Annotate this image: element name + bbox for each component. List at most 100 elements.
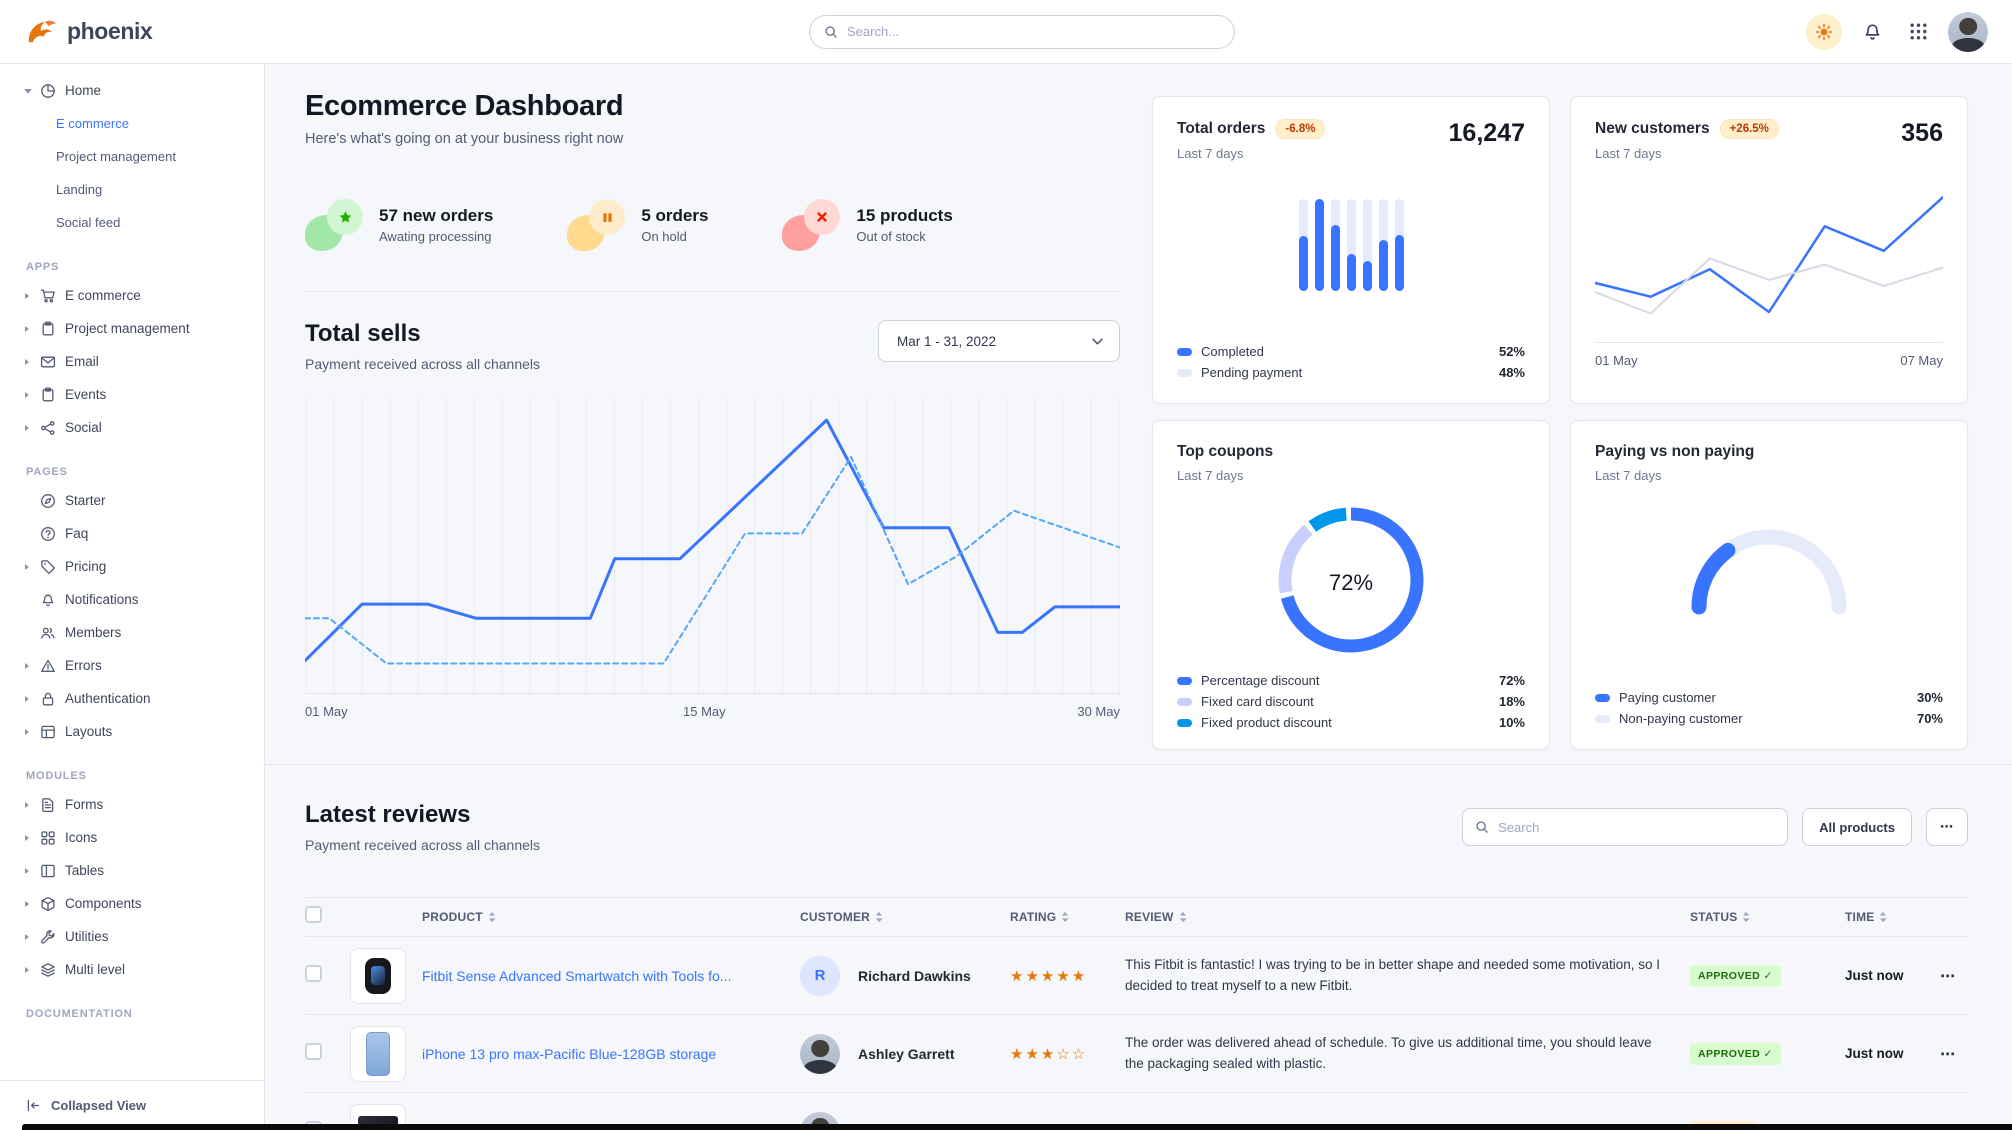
question-circle-icon [40,526,56,542]
sidebar-item-layouts[interactable]: Layouts [0,715,264,748]
stat-caption: Awating processing [379,229,492,244]
reviews-search[interactable] [1462,808,1789,846]
reviews-subtitle: Payment received across all channels [305,837,541,853]
sidebar-item-authentication[interactable]: Authentication [0,682,264,715]
sidebar-nav: Home E commerce Project management Landing S… [0,64,264,1080]
sidebar-item-social[interactable]: Social [0,411,264,444]
sidebar-item-starter[interactable]: Starter [0,484,264,517]
card-period: Last 7 days [1595,468,1662,483]
sidebar-item-forms[interactable]: Forms [0,788,264,821]
row-actions-button[interactable]: ⋯ [1940,967,1956,985]
chevron-right-icon [24,563,37,571]
taskbar-sliver [22,1124,2012,1130]
wrench-icon [40,929,56,945]
legend-item: Percentage discount 72% [1177,670,1525,691]
column-header-time[interactable]: TIME [1845,910,1940,924]
table-row: iPhone 13 pro max-Pacific Blue-128GB sto… [305,1015,1968,1093]
review-text: This Fitbit is fantastic! I was trying t… [1125,956,1661,993]
sidebar-item-e-commerce[interactable]: E commerce [56,116,129,131]
warning-icon [40,658,56,674]
product-image [350,1025,406,1082]
reviews-table: PRODUCT CUSTOMER RATING REVIEW STATUS TIME Fit… [305,897,1968,1130]
user-avatar[interactable] [1948,11,1988,52]
columns-icon [40,863,56,879]
chevron-right-icon [24,292,37,300]
column-header-review[interactable]: REVIEW [1125,910,1690,924]
sidebar-item-members[interactable]: Members [0,616,264,649]
sidebar-item-multi-level[interactable]: Multi level [0,953,264,986]
status-badge: APPROVED ✓ [1690,964,1781,987]
column-header-rating[interactable]: RATING [1010,910,1125,924]
more-actions-button[interactable]: ⋯ [1926,808,1968,846]
reviews-title: Latest reviews [305,801,471,828]
date-range-select[interactable]: Mar 1 - 31, 2022 [878,320,1120,362]
all-products-button[interactable]: All products [1802,808,1912,846]
chevron-right-icon [24,867,37,875]
sidebar-item-components[interactable]: Components [0,887,264,920]
search-icon [824,25,838,39]
row-actions-button[interactable]: ⋯ [1940,1045,1956,1063]
chevron-right-icon [24,728,37,736]
sidebar-item-faq[interactable]: Faq [0,517,264,550]
order-bar [1346,199,1356,291]
donut-center-label: 72% [1328,569,1374,595]
share-icon [40,420,56,436]
sidebar-item-notifications[interactable]: Notifications [0,583,264,616]
sidebar-item-landing[interactable]: Landing [56,182,103,197]
global-search[interactable] [809,14,1235,49]
phoenix-logo-icon [28,20,56,42]
sidebar-collapse-toggle[interactable]: Collapsed View [0,1080,264,1130]
sidebar-item-email[interactable]: Email [0,345,264,378]
sidebar-item-errors[interactable]: Errors [0,649,264,682]
legend-label: Paying customer [1619,690,1716,705]
review-time: Just now [1845,968,1904,983]
section-divider [265,764,2012,765]
sort-icon [876,911,883,923]
sidebar-item-home[interactable]: Home [0,74,264,107]
product-link[interactable]: iPhone 13 pro max-Pacific Blue-128GB sto… [422,1045,717,1062]
table-row: Fitbit Sense Advanced Smartwatch with To… [305,937,1968,1015]
column-header-customer[interactable]: CUSTOMER [800,910,1010,924]
legend-swatch [1595,714,1610,723]
apps-grid-button[interactable] [1902,16,1934,48]
theme-toggle-button[interactable] [1806,13,1842,50]
grid-9-icon [1908,21,1929,42]
stat-icon [305,199,363,251]
sidebar-item-utilities[interactable]: Utilities [0,920,264,953]
latest-reviews-section: Latest reviews Payment received across a… [305,765,1968,1130]
sidebar-item-e-commerce[interactable]: E commerce [0,279,264,312]
stat-out-of-stock: 15 products Out of stock [782,199,953,251]
sort-icon [1743,911,1751,923]
page-subtitle: Here's what's going on at your business … [305,131,624,147]
sidebar-item-project-management[interactable]: Project management [56,149,176,164]
column-header-product[interactable]: PRODUCT [422,910,800,924]
global-search-input[interactable] [847,24,1220,39]
stat-icon [782,199,841,251]
card-title: New customers [1595,120,1710,137]
notifications-button[interactable] [1856,16,1888,48]
sort-icon [1880,911,1888,923]
sidebar-item-tables[interactable]: Tables [0,854,264,887]
sidebar-item-social-feed[interactable]: Social feed [56,215,121,230]
legend-value: 30% [1916,690,1943,705]
stat-headline: 15 products [856,206,953,225]
column-header-status[interactable]: STATUS [1690,910,1845,924]
sidebar-item-events[interactable]: Events [0,378,264,411]
sidebar-item-pricing[interactable]: Pricing [0,550,264,583]
stats-row: 57 new orders Awating processing 5 orders O… [305,199,1120,292]
legend-item: Paying customer 30% [1595,687,1943,708]
reviews-search-input[interactable] [1498,819,1776,835]
brand[interactable]: phoenix [26,18,153,46]
row-checkbox[interactable] [305,1042,322,1060]
sidebar-item-project-management[interactable]: Project management [0,312,264,345]
top-coupons-card: Top coupons Last 7 days 72% Percentage d… [1152,420,1550,750]
row-checkbox[interactable] [305,964,322,982]
stat-on-hold: 5 orders On hold [567,199,708,251]
select-all-checkbox[interactable] [305,906,322,923]
sidebar-item-icons[interactable]: Icons [0,821,264,854]
card-title: Paying vs non paying [1595,443,1755,460]
page-title: Ecommerce Dashboard [305,90,624,122]
chevron-right-icon [24,834,37,842]
product-link[interactable]: Fitbit Sense Advanced Smartwatch with To… [422,967,732,984]
